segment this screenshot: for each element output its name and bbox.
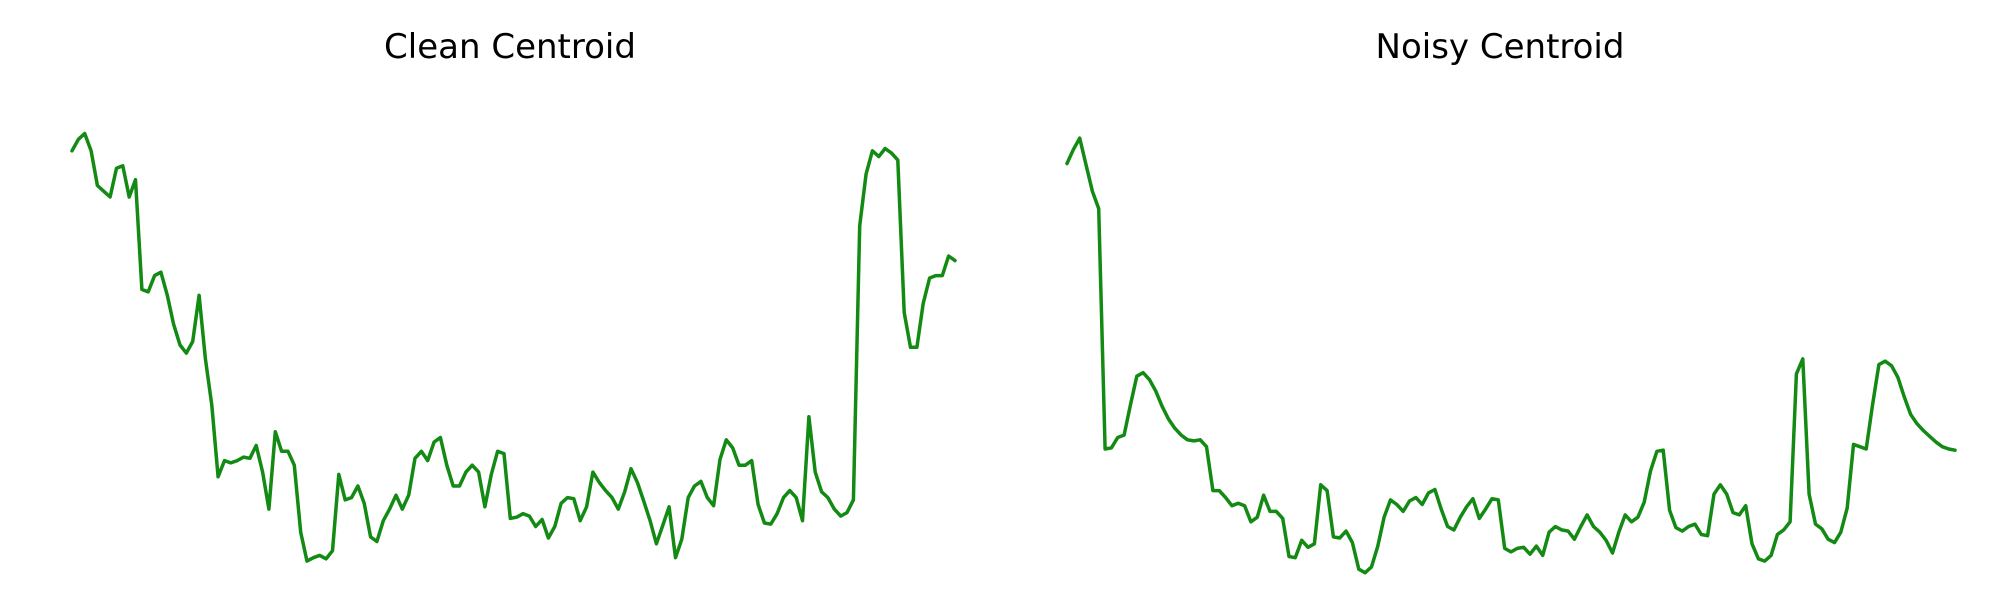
chart-title-clean: Clean Centroid	[384, 27, 636, 67]
series-line-clean-centroid	[70, 131, 957, 563]
chart-noisy-centroid: Noisy Centroid	[1065, 27, 1957, 575]
chart-title-noisy: Noisy Centroid	[1376, 27, 1625, 67]
data-points-noisy-centroid	[1066, 137, 1957, 575]
series-line-noisy-centroid	[1065, 136, 1957, 575]
chart-clean-centroid: Clean Centroid	[70, 27, 957, 563]
